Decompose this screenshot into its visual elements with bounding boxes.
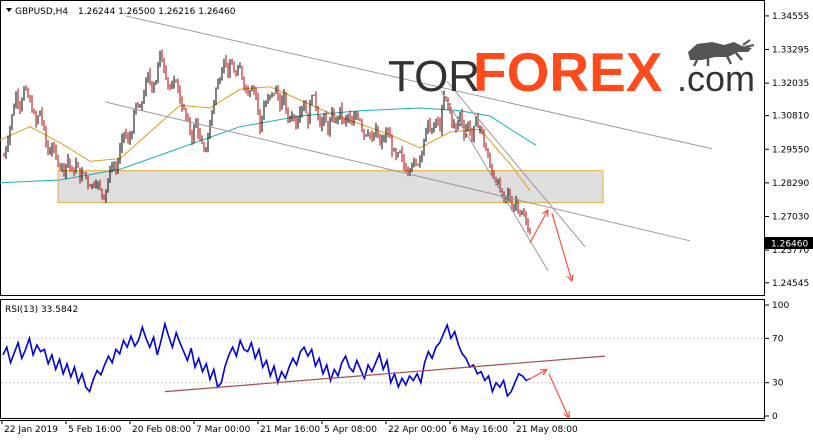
time-tick-label: 5 Apr 08:00 [324, 425, 377, 435]
logo-tor: TOR [388, 52, 480, 101]
rsi-annotations [164, 355, 606, 419]
time-tick-label: 20 Feb 08:00 [132, 425, 191, 435]
time-tick-label: 5 Feb 16:00 [68, 425, 122, 435]
time-tick-label: 22 Jan 2019 [4, 425, 58, 435]
price-tick-label: 1.29550 [772, 145, 809, 155]
arrow-head [541, 209, 549, 217]
torforex-logo: TOR FOREX .com [388, 39, 755, 103]
logo-forex: FOREX [473, 41, 663, 103]
time-tick-label: 22 Apr 00:00 [388, 425, 447, 435]
price-tick-label: 1.30810 [772, 112, 809, 122]
price-tick-label: 1.24545 [772, 279, 809, 289]
forecast-arrow-1 [529, 209, 549, 243]
rsi-arrow-1 [526, 368, 548, 382]
channel-line [446, 80, 586, 248]
time-tick-label: 6 May 16:00 [452, 425, 508, 435]
rsi-line [2, 320, 531, 398]
price-tick-label: 1.33295 [772, 46, 809, 56]
triangle-down-icon [6, 8, 12, 12]
rsi-pane[interactable] [0, 299, 765, 419]
arrow-head [563, 411, 570, 419]
forecast-arrows [529, 209, 574, 282]
rsi-tick-label: 30 [772, 379, 784, 389]
chart-header: GBPUSD,H4 1.26244 1.26500 1.26216 1.2646… [6, 7, 236, 17]
current-price-tag: 1.26460 [765, 237, 813, 250]
rsi-tick-label: 100 [772, 301, 789, 311]
price-tick-label: 1.25770 [772, 246, 809, 256]
price-candles [3, 49, 531, 235]
price-tick-label: 1.27030 [772, 213, 809, 223]
arrow-head [539, 368, 548, 376]
time-tick-label: 21 Mar 16:00 [260, 425, 320, 435]
rsi-label: RSI(13) 33.5842 [5, 305, 78, 315]
symbol-label: GBPUSD,H4 [15, 7, 68, 17]
support-zone [57, 170, 604, 204]
time-axis: 22 Jan 2019 5 Feb 16:00 20 Feb 08:00 7 Mar … [1, 420, 578, 435]
rsi-trendline [164, 355, 606, 393]
ohlc-values: 1.26244 1.26500 1.26216 1.26460 [78, 7, 236, 17]
price-axis: 1.34555 1.33295 1.32035 1.30810 1.29550 1.282… [765, 12, 809, 289]
rsi-tick-label: 0 [772, 412, 778, 422]
time-tick-label: 21 May 08:00 [516, 425, 578, 435]
arrow-head [566, 274, 574, 282]
rsi-tick-label: 70 [772, 334, 784, 344]
channel-trendlines [104, 15, 713, 271]
rsi-polyline [2, 320, 531, 398]
price-tick-label: 1.32035 [772, 79, 809, 89]
logo-com: .com [677, 58, 755, 99]
price-tick-label: 1.34555 [772, 12, 809, 22]
channel-line [125, 15, 713, 150]
support-zone-rect [57, 170, 604, 204]
rsi-levels [1, 337, 764, 384]
bull-icon [688, 39, 755, 67]
price-tick-label: 1.28290 [772, 179, 809, 189]
rsi-arrow-2 [548, 373, 570, 419]
time-tick-label: 7 Mar 00:00 [196, 425, 251, 435]
channel-line [440, 90, 549, 271]
current-price-label: 1.26460 [771, 240, 808, 250]
forecast-arrow-2 [551, 213, 573, 282]
rsi-axis: 100 70 30 0 [765, 301, 789, 422]
channel-line [104, 101, 691, 242]
ma-fast-line [0, 86, 531, 191]
